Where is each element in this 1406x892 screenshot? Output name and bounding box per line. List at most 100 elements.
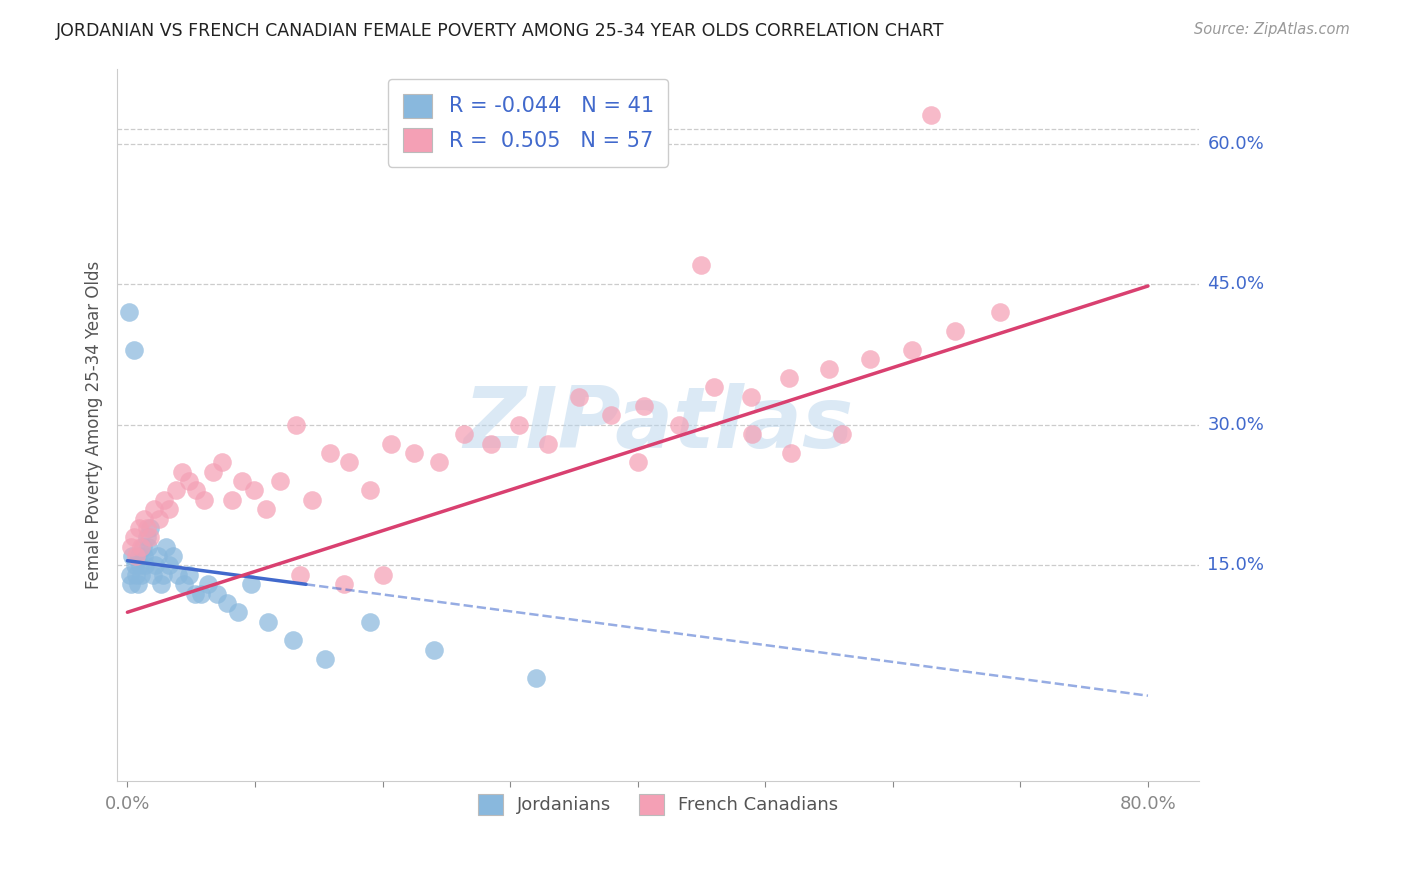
- Point: [186, 483, 208, 498]
- Point: [231, 474, 253, 488]
- Point: [371, 567, 394, 582]
- Point: [779, 446, 801, 460]
- Point: [741, 427, 763, 442]
- Point: [127, 577, 149, 591]
- Point: [901, 343, 924, 357]
- Point: [333, 577, 356, 591]
- Legend: Jordanians, French Canadians: Jordanians, French Canadians: [467, 783, 849, 825]
- Point: [288, 567, 311, 582]
- Point: [143, 502, 166, 516]
- Point: [159, 502, 181, 516]
- Point: [162, 549, 184, 563]
- Point: [920, 108, 942, 122]
- Point: [131, 540, 153, 554]
- Text: JORDANIAN VS FRENCH CANADIAN FEMALE POVERTY AMONG 25-34 YEAR OLDS CORRELATION CH: JORDANIAN VS FRENCH CANADIAN FEMALE POVE…: [56, 22, 945, 40]
- Point: [301, 492, 323, 507]
- Point: [136, 540, 159, 554]
- Point: [132, 549, 155, 563]
- Point: [211, 455, 233, 469]
- Point: [627, 455, 650, 469]
- Point: [240, 577, 263, 591]
- Point: [427, 455, 450, 469]
- Text: ZIPatlas: ZIPatlas: [463, 384, 853, 467]
- Point: [205, 586, 228, 600]
- Point: [703, 380, 725, 394]
- Point: [145, 558, 167, 573]
- Point: [633, 399, 655, 413]
- Point: [118, 305, 141, 319]
- Point: [690, 259, 713, 273]
- Point: [131, 567, 153, 582]
- Point: [422, 642, 444, 657]
- Text: 30.0%: 30.0%: [1208, 416, 1264, 434]
- Point: [134, 558, 156, 573]
- Point: [121, 549, 143, 563]
- Point: [943, 324, 966, 338]
- Point: [148, 511, 170, 525]
- Point: [184, 586, 207, 600]
- Point: [128, 549, 150, 563]
- Point: [125, 567, 148, 582]
- Point: [242, 483, 264, 498]
- Point: [155, 540, 177, 554]
- Point: [359, 483, 381, 498]
- Y-axis label: Female Poverty Among 25-34 Year Olds: Female Poverty Among 25-34 Year Olds: [86, 260, 103, 589]
- Point: [404, 446, 426, 460]
- Point: [508, 417, 530, 432]
- Point: [283, 633, 305, 648]
- Point: [193, 492, 215, 507]
- Point: [197, 577, 219, 591]
- Point: [284, 417, 307, 432]
- Point: [221, 492, 243, 507]
- Point: [122, 343, 145, 357]
- Point: [153, 492, 176, 507]
- Point: [668, 417, 690, 432]
- Point: [135, 530, 157, 544]
- Point: [314, 652, 336, 666]
- Point: [269, 474, 291, 488]
- Point: [125, 549, 148, 563]
- Point: [149, 577, 172, 591]
- Point: [228, 605, 250, 619]
- Point: [988, 305, 1011, 319]
- Point: [859, 352, 882, 367]
- Point: [152, 567, 174, 582]
- Point: [831, 427, 853, 442]
- Point: [122, 530, 145, 544]
- Text: Source: ZipAtlas.com: Source: ZipAtlas.com: [1194, 22, 1350, 37]
- Point: [256, 502, 278, 516]
- Point: [599, 409, 621, 423]
- Point: [173, 577, 195, 591]
- Point: [146, 549, 169, 563]
- Point: [142, 567, 165, 582]
- Point: [139, 530, 162, 544]
- Point: [479, 436, 502, 450]
- Point: [537, 436, 560, 450]
- Point: [177, 474, 200, 488]
- Text: 45.0%: 45.0%: [1208, 275, 1264, 293]
- Point: [380, 436, 402, 450]
- Point: [337, 455, 360, 469]
- Point: [359, 615, 381, 629]
- Point: [740, 390, 762, 404]
- Point: [190, 586, 212, 600]
- Point: [118, 567, 141, 582]
- Point: [524, 671, 547, 685]
- Point: [172, 465, 194, 479]
- Point: [779, 371, 801, 385]
- Point: [167, 567, 190, 582]
- Point: [128, 521, 150, 535]
- Point: [256, 615, 278, 629]
- Point: [453, 427, 475, 442]
- Point: [159, 558, 181, 573]
- Point: [135, 521, 157, 535]
- Point: [124, 558, 146, 573]
- Point: [215, 596, 238, 610]
- Point: [818, 361, 841, 376]
- Text: 15.0%: 15.0%: [1208, 557, 1264, 574]
- Point: [129, 558, 152, 573]
- Text: 60.0%: 60.0%: [1208, 135, 1264, 153]
- Point: [120, 577, 142, 591]
- Point: [132, 511, 155, 525]
- Point: [177, 567, 200, 582]
